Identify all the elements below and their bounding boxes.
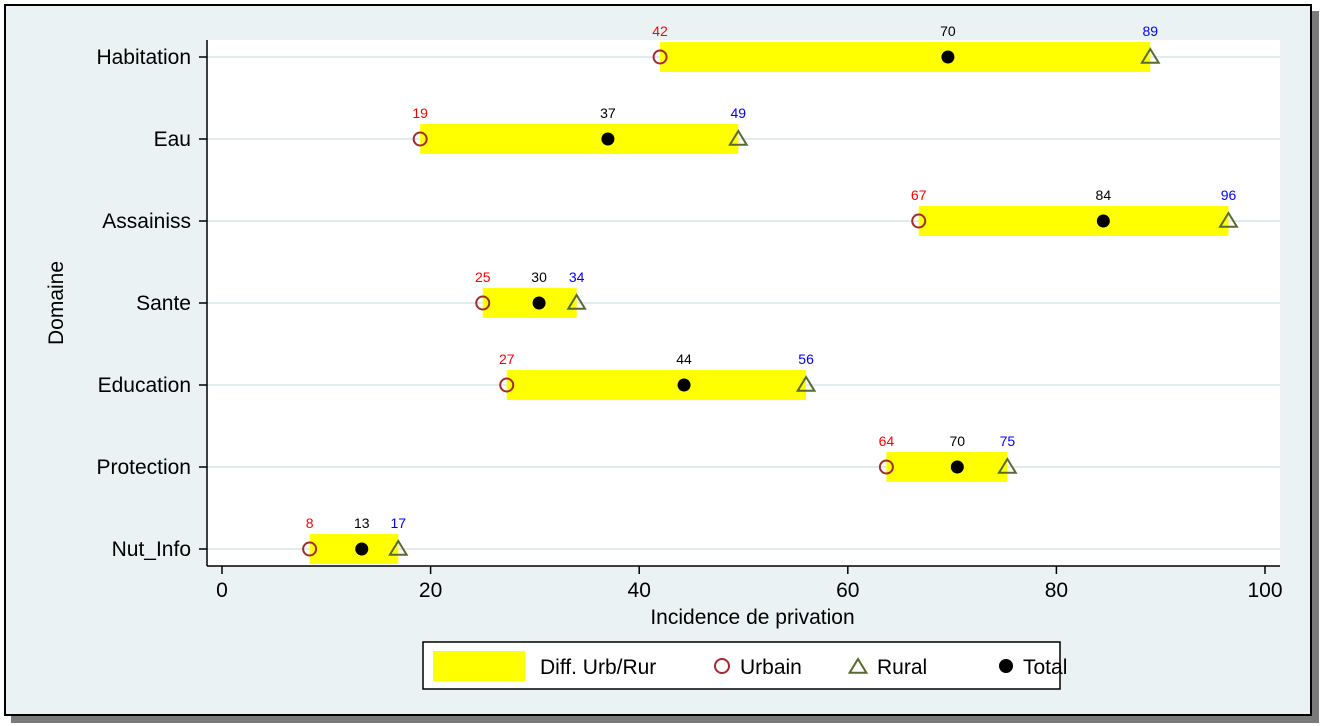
x-tick-label: 60 [836, 579, 859, 602]
rural-value-label: 75 [1000, 433, 1016, 449]
total-value-label: 70 [950, 433, 966, 449]
legend-label-diff: Diff. Urb/Rur [540, 656, 656, 679]
total-marker [355, 542, 369, 556]
y-tick-label: Education [98, 374, 191, 397]
urbain-marker [475, 295, 491, 311]
total-marker [601, 132, 615, 146]
y-tick-label: Assainiss [102, 210, 191, 233]
rural-marker [997, 457, 1018, 474]
legend-total-symbol [999, 659, 1013, 673]
axes: Habitation Eau Assainiss Sante Education Prot… [96, 40, 1283, 602]
rural-marker [795, 375, 817, 392]
rural-value-label: 56 [798, 351, 814, 367]
range-bars [309, 42, 1229, 564]
total-value-label: 84 [1096, 187, 1112, 203]
y-tick-label: Eau [154, 128, 191, 151]
legend-label-total: Total [1023, 656, 1067, 679]
x-tick-label: 100 [1247, 579, 1282, 602]
x-axis-title: Incidence de privation [650, 606, 854, 629]
y-tick-label: Protection [96, 456, 191, 479]
rural-value-label: 17 [390, 515, 406, 531]
x-tick-label: 80 [1045, 579, 1068, 602]
legend-label-urbain: Urbain [740, 656, 802, 679]
total-value-label: 30 [531, 269, 547, 285]
total-value-label: 37 [600, 105, 616, 121]
urbain-marker [499, 377, 515, 393]
rural-marker [1218, 211, 1239, 228]
markers [302, 47, 1239, 557]
urbain-value-label: 42 [652, 23, 668, 39]
range-bar [309, 534, 399, 564]
urbain-value-label: 8 [306, 515, 314, 531]
legend: Diff. Urb/Rur Urbain Rural Total [422, 641, 1067, 690]
rural-value-label: 89 [1142, 23, 1158, 39]
legend-rural-symbol [847, 657, 869, 674]
range-bar [506, 370, 807, 400]
y-tick-label: Habitation [96, 46, 191, 69]
total-marker [941, 50, 955, 64]
urbain-marker [911, 213, 927, 229]
rural-marker [566, 293, 587, 310]
total-marker [1096, 214, 1110, 228]
y-tick-label: Sante [136, 292, 191, 315]
legend-label-rural: Rural [877, 656, 927, 679]
value-labels: 42 70 89 19 37 49 67 84 96 25 30 34 27 44 56 64 70 75 8 13 1… [306, 23, 1237, 531]
rural-value-label: 96 [1221, 187, 1237, 203]
urbain-marker [652, 49, 668, 65]
x-tick-label: 0 [216, 579, 228, 602]
legend-bar-symbol [433, 651, 525, 681]
legend-box [422, 641, 1061, 690]
urbain-value-label: 67 [911, 187, 927, 203]
total-value-label: 70 [940, 23, 956, 39]
y-tick-label: Nut_Info [112, 538, 191, 561]
legend-urbain-symbol [714, 658, 730, 674]
range-bar [660, 42, 1151, 72]
rural-value-label: 34 [569, 269, 585, 285]
total-marker [950, 460, 964, 474]
urbain-marker [302, 541, 318, 557]
urbain-value-label: 27 [499, 351, 515, 367]
urbain-marker [412, 131, 428, 147]
urbain-marker [878, 459, 894, 475]
range-bar [420, 124, 739, 154]
total-value-label: 13 [354, 515, 370, 531]
range-bar [886, 452, 1008, 482]
total-marker [532, 296, 546, 310]
rural-marker [728, 129, 749, 146]
total-value-label: 44 [676, 351, 692, 367]
urbain-value-label: 64 [879, 433, 895, 449]
y-axis-title: Domaine [45, 261, 68, 345]
rural-marker [1140, 47, 1161, 64]
urbain-value-label: 19 [412, 105, 428, 121]
rural-marker [388, 539, 409, 556]
rural-value-label: 49 [730, 105, 746, 121]
total-marker [677, 378, 691, 392]
urbain-value-label: 25 [475, 269, 491, 285]
x-tick-label: 20 [419, 579, 442, 602]
range-bar [918, 206, 1229, 236]
range-bar [482, 288, 577, 318]
x-tick-label: 40 [628, 579, 651, 602]
